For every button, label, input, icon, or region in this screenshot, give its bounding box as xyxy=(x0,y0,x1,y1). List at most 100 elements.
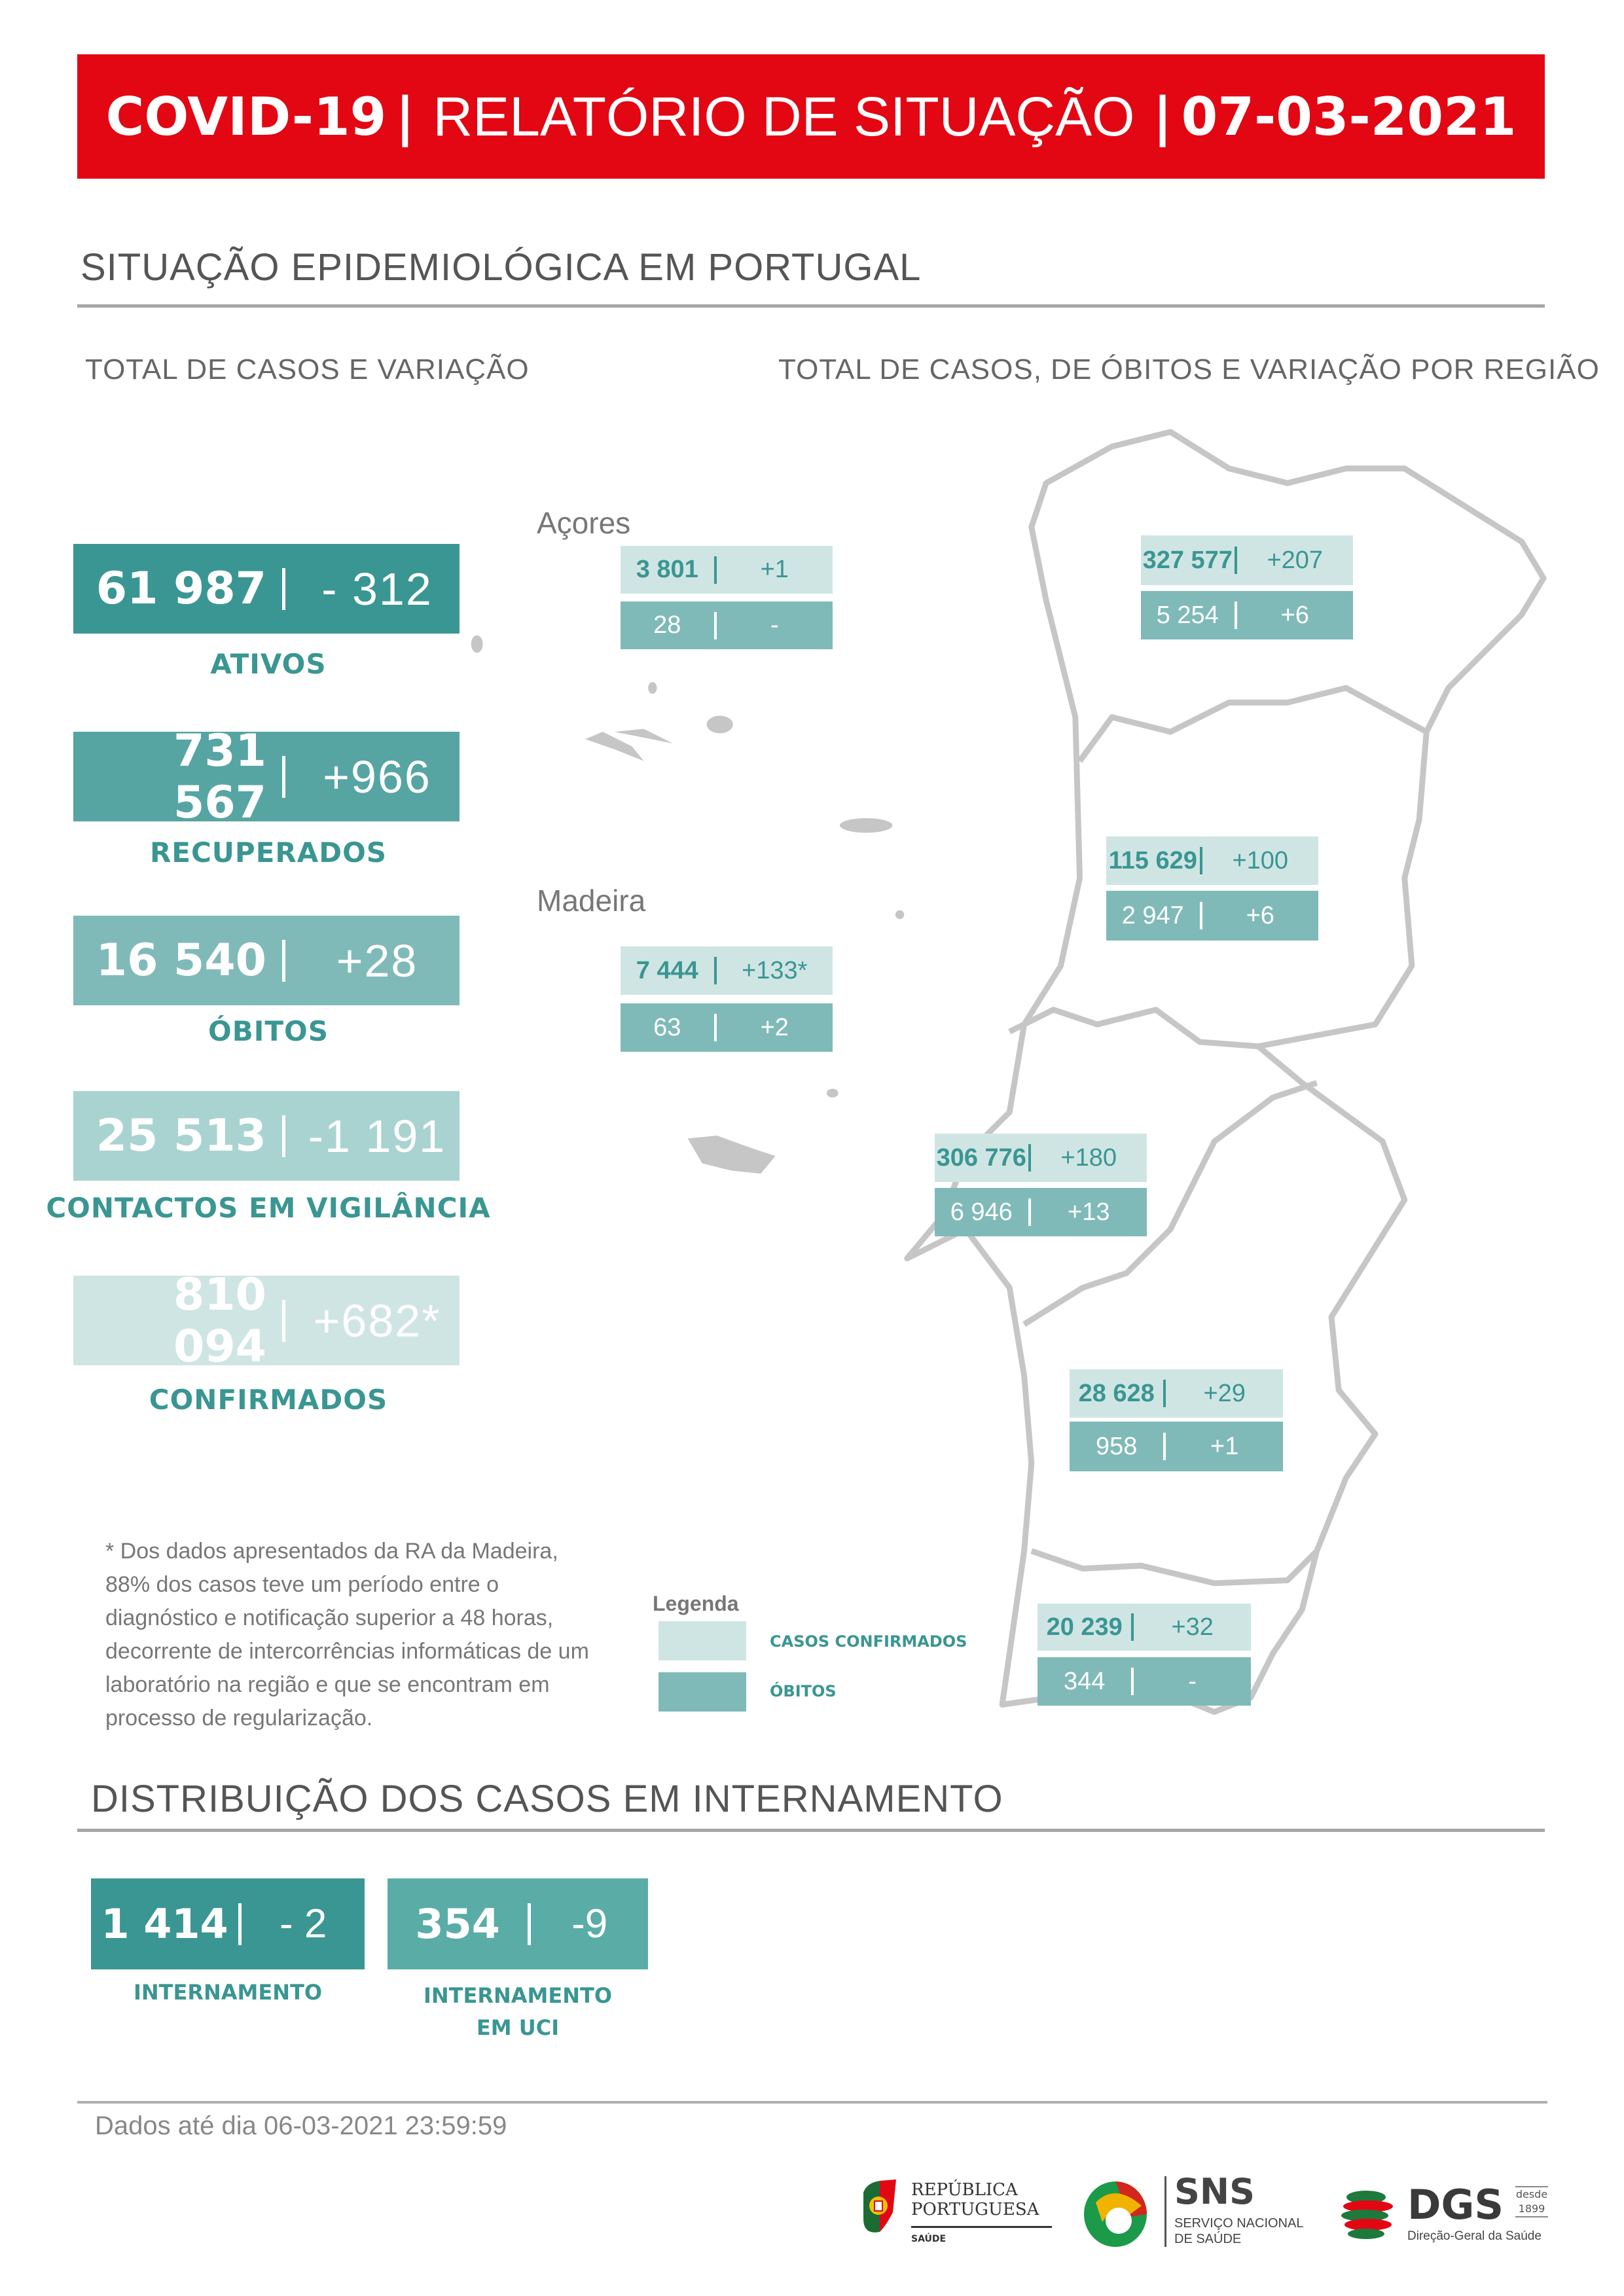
republica-emblem-icon xyxy=(863,2179,896,2233)
stat-change: -9 xyxy=(571,1901,608,1946)
cases-change: +180 xyxy=(1060,1143,1117,1172)
section-title-epidemiological: SITUAÇÃO EPIDEMIOLÓGICA EM PORTUGAL xyxy=(81,246,922,289)
logo-text: SERVIÇO NACIONAL xyxy=(1174,2216,1304,2231)
header-title-covid: COVID-19 xyxy=(105,86,387,147)
dgs-emblem-icon xyxy=(1341,2191,1393,2239)
island-madeira xyxy=(687,1136,776,1174)
separator xyxy=(282,1299,285,1342)
region-border-norte-centro xyxy=(1077,685,1428,763)
stat-label-obitos: ÓBITOS xyxy=(208,1015,329,1047)
cases-change: +100 xyxy=(1232,846,1289,874)
section-divider xyxy=(77,304,1545,308)
deaths-change: +2 xyxy=(760,1013,789,1041)
separator xyxy=(282,567,285,610)
stat-change: +682* xyxy=(313,1295,441,1346)
header-title-report: RELATÓRIO DE SITUAÇÃO xyxy=(433,85,1135,147)
stat-value: 731 567 xyxy=(173,725,266,829)
logo-sns: SNS SERVIÇO NACIONAL DE SAÚDE xyxy=(1083,2171,1305,2248)
separator xyxy=(1199,847,1202,874)
stat-label-contactos: CONTACTOS EM VIGILÂNCIA xyxy=(46,1192,491,1224)
legend-swatch-confirmed xyxy=(659,1621,746,1660)
mainland-outline xyxy=(904,429,1547,1715)
stat-value: 354 xyxy=(415,1900,500,1948)
label-acores: Açores xyxy=(537,506,631,540)
region-norte-deaths: 5 254 +6 xyxy=(1141,591,1353,639)
deaths-value: 5 254 xyxy=(1156,601,1219,629)
stat-box-obitos: 16 540 +28 xyxy=(73,916,460,1005)
stat-label-confirmados: CONFIRMADOS xyxy=(149,1384,388,1416)
cases-change: +32 xyxy=(1171,1613,1214,1641)
island-azores xyxy=(648,682,657,694)
deaths-change: +1 xyxy=(1210,1432,1239,1460)
deaths-change: +6 xyxy=(1246,901,1274,929)
separator xyxy=(1028,1198,1031,1226)
cases-value: 327 577 xyxy=(1142,546,1233,574)
stat-label-internamento: INTERNAMENTO xyxy=(133,1980,323,2005)
stat-value: 1 414 xyxy=(101,1900,228,1948)
region-border-alentejo-algarve xyxy=(1030,1548,1319,1587)
legend-label-deaths: ÓBITOS xyxy=(770,1682,837,1700)
stat-box-recuperados: 731 567 +966 xyxy=(73,725,460,829)
deaths-value: 28 xyxy=(653,611,681,639)
region-alentejo-deaths: 958 +1 xyxy=(1070,1422,1283,1471)
deaths-value: 958 xyxy=(1096,1432,1138,1460)
separator xyxy=(1199,902,1202,929)
region-alentejo-cases: 28 628 +29 xyxy=(1070,1369,1283,1418)
logo-text: Direção-Geral da Saúde xyxy=(1407,2229,1542,2243)
stat-label-ativos: ATIVOS xyxy=(210,648,327,680)
subtitle-total-cases: TOTAL DE CASOS E VARIAÇÃO xyxy=(85,353,530,386)
label-madeira: Madeira xyxy=(537,884,646,918)
separator xyxy=(713,611,717,639)
island-azores xyxy=(706,715,733,734)
island-azores xyxy=(614,728,674,744)
logo-text: SNS xyxy=(1174,2171,1255,2212)
cases-change: +207 xyxy=(1267,546,1324,574)
deaths-change: - xyxy=(770,611,779,639)
region-acores-cases: 3 801 +1 xyxy=(621,546,833,594)
stat-value: 61 987 xyxy=(96,563,266,615)
section-divider xyxy=(77,1829,1545,1832)
region-centro-deaths: 2 947 +6 xyxy=(1106,891,1318,941)
cases-value: 7 444 xyxy=(636,956,698,984)
cases-change: +29 xyxy=(1203,1379,1246,1407)
separator xyxy=(528,1903,532,1945)
logo-text: SAÚDE xyxy=(911,2234,947,2244)
cases-change: +1 xyxy=(760,556,789,583)
separator xyxy=(282,939,285,982)
stat-change: +966 xyxy=(323,751,431,802)
logo-republica-portuguesa: REPÚBLICA PORTUGUESA SAÚDE xyxy=(860,2176,1056,2248)
separator xyxy=(1234,547,1237,574)
section-title-hospital: DISTRIBUIÇÃO DOS CASOS EM INTERNAMENTO xyxy=(91,1778,1003,1820)
stat-change: -1 191 xyxy=(308,1110,446,1162)
deaths-value: 63 xyxy=(653,1013,681,1041)
separator xyxy=(1163,1380,1166,1407)
cases-value: 306 776 xyxy=(936,1143,1026,1172)
island-azores xyxy=(585,732,644,761)
legend-swatch-deaths xyxy=(659,1672,746,1712)
region-norte-cases: 327 577 +207 xyxy=(1141,535,1353,585)
deaths-value: 344 xyxy=(1064,1667,1106,1695)
deaths-value: 6 946 xyxy=(950,1198,1013,1226)
header-date: 07-03-2021 xyxy=(1181,86,1517,147)
cases-value: 28 628 xyxy=(1078,1379,1155,1407)
region-border-lvt-alentejo xyxy=(1022,1080,1318,1327)
sns-emblem-icon xyxy=(1084,2181,1147,2247)
region-madeira-deaths: 63 +2 xyxy=(621,1003,833,1052)
logo-text: 1899 xyxy=(1518,2202,1545,2215)
region-lvt-cases: 306 776 +180 xyxy=(935,1134,1147,1182)
island-porto-santo xyxy=(826,1088,839,1098)
separator xyxy=(1163,1433,1166,1460)
legend-title: Legenda xyxy=(653,1592,739,1615)
report-header: COVID-19 | RELATÓRIO DE SITUAÇÃO | 07-03… xyxy=(77,54,1545,179)
header-separator: | xyxy=(1153,86,1172,147)
deaths-change: - xyxy=(1188,1667,1197,1695)
region-algarve-deaths: 344 - xyxy=(1038,1657,1251,1706)
stat-value: 25 513 xyxy=(96,1110,266,1162)
separator xyxy=(1028,1144,1031,1172)
separator xyxy=(713,1014,717,1041)
separator xyxy=(713,556,717,584)
deaths-change: +6 xyxy=(1280,601,1309,629)
region-madeira-cases: 7 444 +133* xyxy=(621,946,833,995)
separator xyxy=(1131,1613,1134,1641)
